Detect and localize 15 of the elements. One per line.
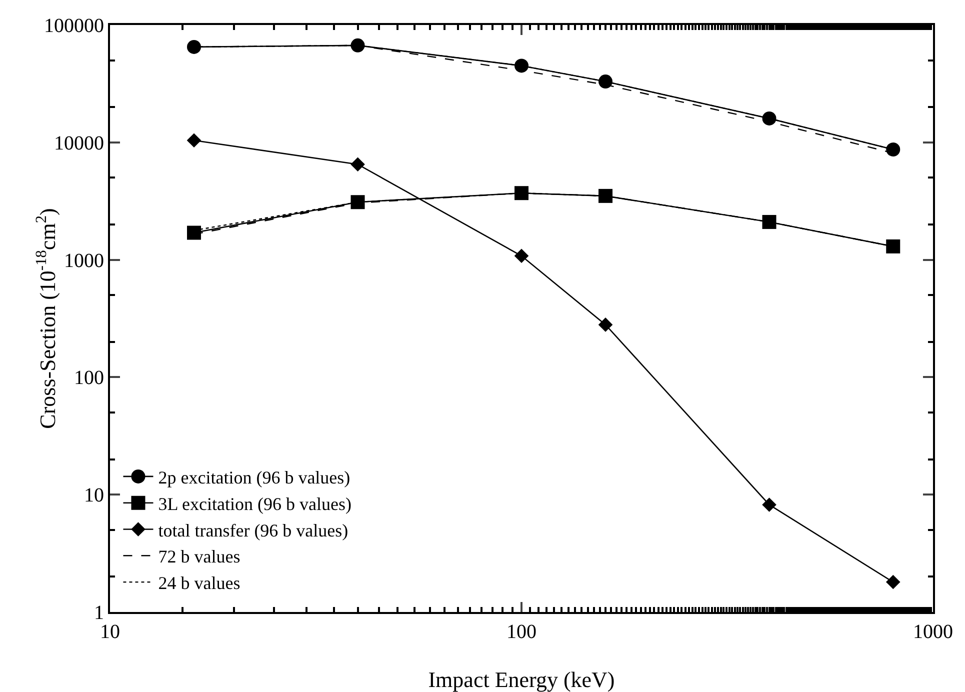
- y-tick-label: 1000: [64, 250, 104, 272]
- y-tick-label: 100: [74, 367, 104, 390]
- x-tick-label: 1000: [913, 621, 953, 643]
- x-tick-label: 10: [100, 621, 120, 643]
- y-tick-label: 10: [84, 484, 104, 507]
- legend-label: 24 b values: [158, 573, 240, 594]
- legend-label: total transfer (96 b values): [158, 520, 348, 540]
- x-axis-title: Impact Energy (keV): [428, 667, 615, 692]
- legend-label: 3L excitation (96 b values): [158, 494, 352, 514]
- y-tick-label: 1: [94, 602, 104, 624]
- x-tick-label: 100: [506, 621, 536, 643]
- legend-label: 2p excitation (96 b values): [158, 467, 350, 488]
- y-tick-label: 10000: [54, 132, 104, 154]
- y-tick-label: 100000: [44, 15, 104, 37]
- legend-label: 72 b values: [158, 546, 240, 567]
